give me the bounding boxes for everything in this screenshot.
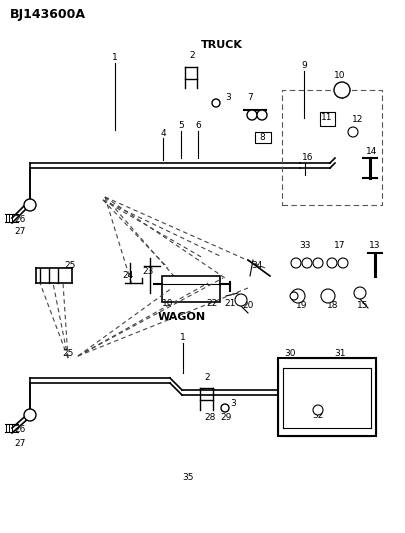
Bar bbox=[255, 132, 271, 143]
Text: 29: 29 bbox=[220, 414, 232, 423]
Text: 1: 1 bbox=[112, 53, 118, 62]
Text: BJ143600A: BJ143600A bbox=[10, 8, 86, 21]
Circle shape bbox=[24, 199, 36, 211]
Circle shape bbox=[257, 110, 267, 120]
Text: WAGON: WAGON bbox=[158, 312, 206, 322]
Circle shape bbox=[24, 409, 36, 421]
Text: 8: 8 bbox=[259, 133, 265, 142]
Text: 21: 21 bbox=[224, 298, 236, 308]
Text: 30: 30 bbox=[284, 349, 296, 358]
Text: 17: 17 bbox=[334, 241, 346, 251]
Text: 20: 20 bbox=[242, 302, 254, 311]
Text: 7: 7 bbox=[247, 93, 253, 102]
Text: 1: 1 bbox=[180, 334, 186, 343]
Text: 34: 34 bbox=[252, 262, 263, 271]
Bar bbox=[282, 90, 382, 205]
Text: 26: 26 bbox=[14, 425, 26, 434]
Circle shape bbox=[290, 292, 298, 300]
Text: 18: 18 bbox=[327, 302, 339, 311]
Text: 2: 2 bbox=[189, 51, 195, 60]
Text: 28: 28 bbox=[204, 414, 216, 423]
Circle shape bbox=[321, 289, 335, 303]
Circle shape bbox=[354, 287, 366, 299]
Circle shape bbox=[291, 258, 301, 268]
Text: 24: 24 bbox=[122, 271, 134, 280]
Text: 25: 25 bbox=[62, 349, 74, 358]
Text: 23: 23 bbox=[142, 268, 153, 277]
Text: 26: 26 bbox=[14, 215, 26, 224]
Text: 9: 9 bbox=[301, 61, 307, 70]
Text: 10: 10 bbox=[162, 298, 174, 308]
Text: 19: 19 bbox=[296, 302, 308, 311]
Circle shape bbox=[221, 404, 229, 412]
Text: 2: 2 bbox=[204, 374, 210, 383]
Text: 5: 5 bbox=[178, 122, 184, 131]
Circle shape bbox=[291, 289, 305, 303]
Text: 3: 3 bbox=[230, 399, 236, 408]
Text: 4: 4 bbox=[160, 128, 166, 138]
Circle shape bbox=[313, 405, 323, 415]
Text: TRUCK: TRUCK bbox=[201, 40, 243, 50]
Circle shape bbox=[348, 127, 358, 137]
Text: 13: 13 bbox=[369, 241, 381, 251]
Text: 27: 27 bbox=[14, 228, 26, 237]
Bar bbox=[320, 112, 335, 126]
Circle shape bbox=[247, 110, 257, 120]
Text: 10: 10 bbox=[334, 70, 346, 79]
Text: 33: 33 bbox=[299, 241, 311, 251]
Bar bbox=[278, 358, 376, 436]
Circle shape bbox=[235, 294, 247, 306]
Text: 27: 27 bbox=[14, 439, 26, 448]
Text: 14: 14 bbox=[366, 148, 378, 157]
Circle shape bbox=[334, 82, 350, 98]
Text: 32: 32 bbox=[312, 410, 324, 419]
Text: 3: 3 bbox=[225, 93, 231, 101]
Circle shape bbox=[302, 258, 312, 268]
Text: 35: 35 bbox=[182, 473, 194, 482]
Text: 22: 22 bbox=[207, 298, 217, 308]
Circle shape bbox=[313, 258, 323, 268]
Text: 12: 12 bbox=[352, 116, 364, 125]
Text: 31: 31 bbox=[334, 349, 346, 358]
Text: 6: 6 bbox=[195, 122, 201, 131]
Text: 15: 15 bbox=[357, 302, 369, 311]
Circle shape bbox=[212, 99, 220, 107]
Circle shape bbox=[338, 258, 348, 268]
Text: 16: 16 bbox=[302, 154, 314, 163]
Circle shape bbox=[327, 258, 337, 268]
Bar bbox=[162, 276, 220, 302]
Text: 11: 11 bbox=[321, 114, 333, 123]
Text: 25: 25 bbox=[64, 261, 76, 270]
